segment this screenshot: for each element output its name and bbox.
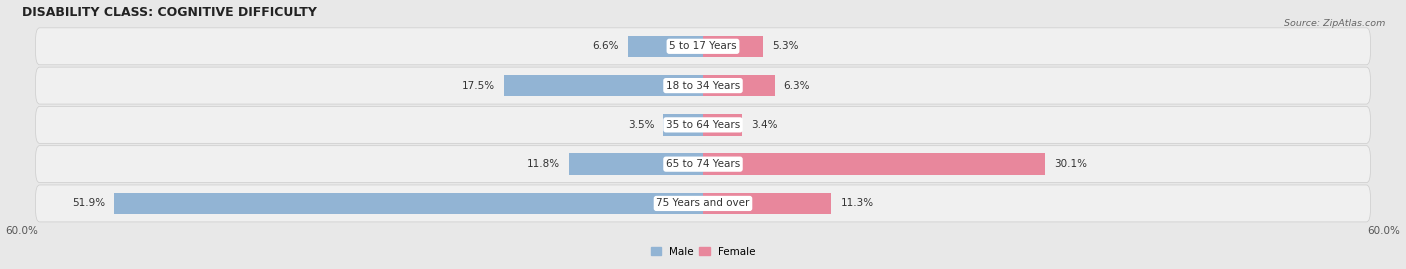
- Text: 11.3%: 11.3%: [841, 199, 873, 208]
- Bar: [703, 36, 763, 57]
- Text: 35 to 64 Years: 35 to 64 Years: [666, 120, 740, 130]
- Text: 3.5%: 3.5%: [627, 120, 654, 130]
- Bar: [703, 114, 741, 136]
- FancyBboxPatch shape: [35, 67, 1371, 104]
- Text: Source: ZipAtlas.com: Source: ZipAtlas.com: [1284, 19, 1385, 28]
- FancyBboxPatch shape: [35, 185, 1371, 222]
- Text: 18 to 34 Years: 18 to 34 Years: [666, 81, 740, 91]
- Text: 6.3%: 6.3%: [783, 81, 810, 91]
- Bar: [703, 75, 775, 96]
- Bar: [114, 193, 703, 214]
- Bar: [628, 36, 703, 57]
- Bar: [664, 114, 703, 136]
- Text: 17.5%: 17.5%: [463, 81, 495, 91]
- Text: 11.8%: 11.8%: [527, 159, 560, 169]
- Text: 30.1%: 30.1%: [1053, 159, 1087, 169]
- Text: 65 to 74 Years: 65 to 74 Years: [666, 159, 740, 169]
- Text: 51.9%: 51.9%: [72, 199, 105, 208]
- Text: 75 Years and over: 75 Years and over: [657, 199, 749, 208]
- Bar: [505, 75, 703, 96]
- Text: DISABILITY CLASS: COGNITIVE DIFFICULTY: DISABILITY CLASS: COGNITIVE DIFFICULTY: [22, 6, 316, 19]
- Legend: Male, Female: Male, Female: [647, 243, 759, 261]
- Bar: [703, 193, 831, 214]
- Text: 6.6%: 6.6%: [592, 41, 619, 51]
- FancyBboxPatch shape: [35, 107, 1371, 143]
- FancyBboxPatch shape: [35, 28, 1371, 65]
- Text: 5.3%: 5.3%: [772, 41, 799, 51]
- Bar: [569, 153, 703, 175]
- Text: 3.4%: 3.4%: [751, 120, 778, 130]
- Bar: [703, 153, 1045, 175]
- FancyBboxPatch shape: [35, 146, 1371, 183]
- Text: 5 to 17 Years: 5 to 17 Years: [669, 41, 737, 51]
